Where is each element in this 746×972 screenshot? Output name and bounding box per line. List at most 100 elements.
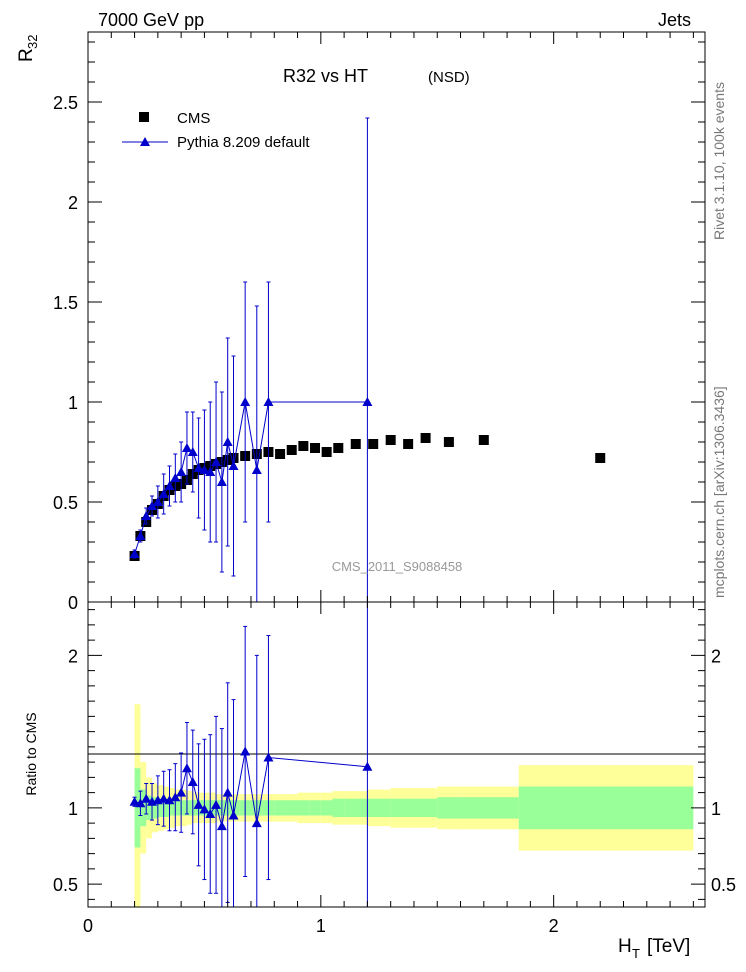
- stat-uncertainty-band: [163, 798, 170, 818]
- stat-uncertainty-band: [437, 797, 461, 819]
- stat-uncertainty-band: [309, 800, 321, 816]
- ratio-point: [170, 792, 181, 802]
- ratio-point: [135, 798, 146, 808]
- ratio-y-tick-label: 0.5: [711, 875, 736, 895]
- cms-point: [321, 447, 332, 457]
- pythia-point: [240, 397, 251, 406]
- pythia-point: [362, 397, 373, 406]
- cms-point: [385, 435, 396, 445]
- stat-uncertainty-band: [344, 798, 368, 818]
- stat-uncertainty-band: [204, 800, 211, 816]
- side-mcplots-label: mcplots.cern.ch [arXiv:1306.3436]: [711, 386, 727, 598]
- legend-marker-pythia: [140, 137, 150, 146]
- stat-uncertainty-band: [367, 798, 391, 818]
- ratio-point: [228, 810, 239, 820]
- legend-marker-cms: [139, 112, 149, 122]
- xlabel: H T [TeV]: [618, 936, 690, 961]
- xlabel-sub: T: [632, 946, 640, 961]
- ratio-point: [141, 793, 152, 803]
- pythia-point: [216, 477, 227, 486]
- header-process: Jets: [658, 10, 691, 30]
- cms-point: [350, 439, 361, 449]
- ratio-point: [251, 818, 262, 828]
- x-tick-label: 2: [549, 916, 559, 936]
- pythia-point: [211, 457, 222, 466]
- ratio-point: [176, 787, 187, 797]
- pythia-point: [170, 473, 181, 482]
- stat-uncertainty-band: [134, 768, 141, 848]
- pythia-point: [181, 443, 192, 452]
- stat-uncertainty-band: [274, 800, 286, 816]
- pythia-point: [205, 467, 216, 476]
- top-ylabel: R 32: [16, 35, 40, 62]
- cms-point: [333, 443, 344, 453]
- ratio-point: [187, 776, 198, 786]
- pythia-point: [164, 481, 175, 490]
- stat-uncertainty-band: [413, 798, 438, 818]
- ratio-y-tick-label: 2: [711, 646, 721, 666]
- cms-point: [286, 445, 297, 455]
- side-rivet-label: Rivet 3.1.10, 100k events: [711, 82, 727, 240]
- top-watermark: CMS_2011_S9088458: [332, 559, 463, 574]
- stat-uncertainty-band: [186, 800, 193, 816]
- top-title-suffix: (NSD): [428, 69, 470, 86]
- pythia-point: [129, 549, 140, 558]
- cms-point: [403, 439, 414, 449]
- ratio-point: [211, 799, 222, 809]
- top-axes: 0 0.5 1 1.5 2 2.5: [53, 32, 705, 613]
- top-title: R32 vs HT: [283, 66, 368, 86]
- stat-uncertainty-band: [332, 798, 345, 818]
- xlabel-unit: [TeV]: [647, 936, 690, 957]
- pythia-point: [176, 467, 187, 476]
- ratio-point: [263, 752, 274, 762]
- top-y-tick-label: 1.5: [53, 293, 78, 313]
- stat-uncertainty-band: [140, 789, 147, 827]
- x-tick-label: 1: [316, 916, 326, 936]
- ratio-y-tick-label: 2: [68, 646, 78, 666]
- top-ylabel-sub: 32: [25, 35, 40, 49]
- pythia-point: [251, 465, 262, 474]
- stat-uncertainty-band: [320, 800, 333, 816]
- stat-uncertainty-band: [390, 798, 414, 818]
- top-y-tick-label: 1: [68, 393, 78, 413]
- pythia-point: [141, 511, 152, 520]
- header-energy: 7000 GeV pp: [98, 10, 204, 30]
- pythia-point: [263, 397, 274, 406]
- cms-point: [420, 433, 431, 443]
- ratio-point: [216, 821, 227, 831]
- ratio-point: [129, 796, 140, 806]
- ratio-ylabel: Ratio to CMS: [23, 712, 39, 795]
- top-y-tick-label: 2.5: [53, 93, 78, 113]
- cms-point: [443, 437, 454, 447]
- stat-uncertainty-band: [233, 800, 240, 816]
- ratio-point: [193, 799, 204, 809]
- stat-uncertainty-band: [227, 800, 234, 816]
- pythia-point: [152, 497, 163, 506]
- stat-uncertainty-band: [175, 800, 182, 816]
- ratio-point: [362, 761, 373, 771]
- cms-point: [275, 449, 286, 459]
- pythia-point: [187, 447, 198, 456]
- stat-uncertainty-band: [169, 800, 176, 816]
- pythia-point: [199, 465, 210, 474]
- stat-uncertainty-band: [518, 786, 694, 830]
- stat-uncertainty-band: [157, 798, 164, 818]
- pythia-point: [228, 461, 239, 470]
- ratio-axes: 0.5 0.5 1 1 2 2 0 1 2: [53, 602, 736, 936]
- pythia-point: [158, 489, 169, 498]
- pythia-point: [135, 531, 146, 540]
- top-y-tick-label: 0.5: [53, 493, 78, 513]
- stat-uncertainty-band: [152, 797, 158, 819]
- ratio-point: [199, 804, 210, 814]
- stat-uncertainty-band: [285, 800, 298, 816]
- cms-point: [310, 443, 321, 453]
- ratio-point: [205, 808, 216, 818]
- ratio-point: [164, 795, 175, 805]
- cms-point: [368, 439, 379, 449]
- cms-point: [478, 435, 489, 445]
- stat-uncertainty-band: [146, 795, 153, 821]
- top-ylabel-main: R: [16, 48, 37, 62]
- legend: CMS Pythia 8.209 default: [122, 110, 310, 151]
- top-y-tick-label: 2: [68, 193, 78, 213]
